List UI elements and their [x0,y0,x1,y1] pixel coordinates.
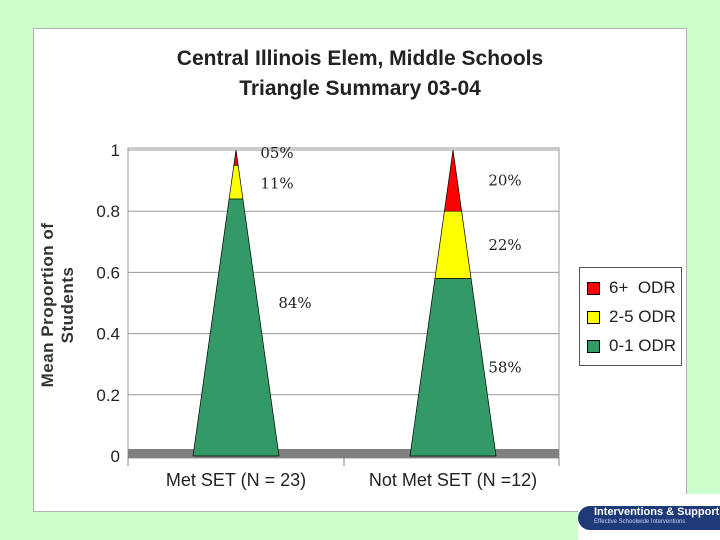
triangle-segment-6-odr [233,149,239,166]
category-label: Not Met SET (N =12) [369,470,537,490]
data-label: 22% [488,236,521,254]
plot-area [127,147,560,459]
legend-item: 0-1 ODR [587,334,676,358]
chart-floor [128,449,559,458]
triangle-segment-6-odr [443,149,463,212]
data-label: 58% [488,358,521,376]
legend-label: 6+ ODR [609,278,676,297]
legend-item: 6+ ODR [587,276,676,300]
data-label: 84% [278,294,311,312]
y-tick-label: 0.4 [96,325,120,344]
category-labels: Met SET (N = 23) Not Met SET (N =12) [127,458,560,490]
chart-title-line-2: Triangle Summary 03-04 [239,77,481,100]
y-tick-label: 0.6 [96,263,120,282]
legend-item: 2-5 ODR [587,305,676,329]
logo-main-text: Interventions & Supports [594,506,720,518]
data-label: 20% [488,172,521,190]
legend-label: 2-5 ODR [609,307,677,326]
chart-title: Central Illinois Elem, Middle Schools Tr… [33,44,687,104]
y-tick-label: 1 [111,141,120,160]
y-tick-label: 0.2 [96,386,120,405]
y-tick-label: 0.8 [96,202,120,221]
logo-bar [578,506,720,530]
data-label: 05% [260,144,293,162]
legend-label: 0-1 ODR [609,336,677,355]
category-label: Met SET (N = 23) [166,470,306,490]
interventions-logo: Interventions & Supports Effective Schoo… [578,494,720,540]
logo-sub-text: Effective Schoolwide Interventions [594,519,686,525]
legend-swatch [587,310,600,324]
chart-title-line-1: Central Illinois Elem, Middle Schools [176,47,544,70]
y-tick-label: 0 [111,447,120,466]
data-label: 11% [260,175,293,193]
legend: 6+ ODR 2-5 ODR 0-1 ODR [579,267,682,366]
y-ticks: 0 0.2 0.4 0.6 0.8 1 [96,141,120,466]
legend-swatch [587,281,600,295]
legend-swatch [587,339,600,353]
data-labels: 84% 11% 05% 58% 22% 20% [260,144,521,376]
triangle-shapes [192,149,497,457]
